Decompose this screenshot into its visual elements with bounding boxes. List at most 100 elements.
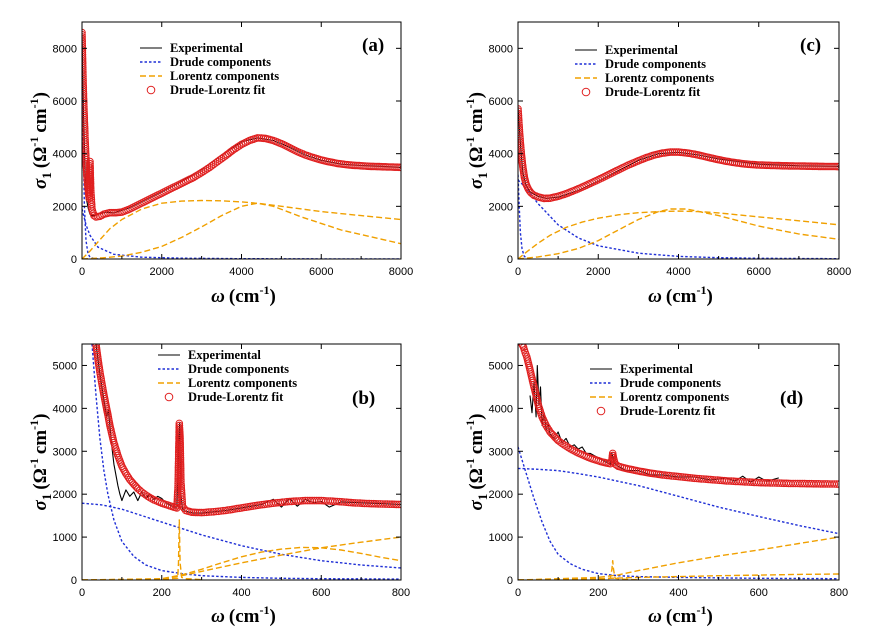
fit-point (178, 500, 187, 508)
x-tick-label: 600 (312, 587, 330, 599)
fit-point (799, 162, 807, 170)
fit-point (803, 162, 811, 170)
x-tick-label: 8000 (389, 266, 413, 278)
legend-entry: Lorentz components (188, 376, 297, 390)
fit-point (763, 161, 771, 170)
fit-point (560, 441, 568, 449)
fit-point (791, 162, 799, 170)
fit-point (202, 508, 211, 517)
fit-point (106, 208, 114, 217)
panel-label: (b) (352, 388, 375, 409)
y-tick-label: 6000 (53, 96, 77, 108)
fit-point (558, 439, 566, 448)
drude-line (91, 344, 401, 580)
fit-point (821, 162, 829, 171)
y-axis-label: σ1(Ω-1cm-1) (463, 92, 490, 189)
y-tick-label: 8000 (489, 43, 513, 55)
plot-area (518, 344, 839, 580)
fit-point (214, 507, 223, 516)
fit-point (121, 468, 129, 476)
legend-entry: Drude components (620, 376, 721, 390)
y-tick-label: 2000 (489, 489, 513, 501)
fit-point (178, 497, 186, 506)
x-tick-label: 0 (515, 266, 521, 278)
fit-point (110, 208, 118, 217)
y-tick-label: 8000 (53, 43, 77, 55)
fit-point (830, 480, 839, 488)
x-tick-label: 800 (392, 587, 410, 599)
panel-c: 0 2000 4000 6000 8000 0 2000 4000 6000 8000 (c) Exp… (463, 21, 851, 307)
fit-point (781, 162, 789, 170)
fit-point (229, 145, 238, 154)
fit-point (397, 500, 401, 509)
fit-point (835, 162, 839, 171)
legend-entry: Drude components (170, 55, 271, 69)
fit-point (562, 442, 570, 450)
legend-entry: Drude components (605, 57, 706, 71)
panel-label: (d) (780, 388, 803, 409)
x-tick-label: 0 (79, 587, 85, 599)
lorentz-line (518, 210, 839, 259)
legend-entry: Lorentz components (170, 69, 279, 83)
x-tick-label: 2000 (150, 266, 174, 278)
fit-point (757, 161, 765, 169)
lorentz-line (518, 208, 839, 259)
panel-label: (a) (362, 35, 384, 56)
fit-point (193, 171, 202, 179)
x-tick-label: 4000 (229, 266, 253, 278)
drude-line (82, 502, 401, 569)
fit-point (235, 142, 244, 150)
y-tick-label: 0 (71, 254, 77, 266)
plot-area (518, 105, 839, 259)
legend-entry: Experimental (170, 41, 243, 55)
y-tick-label: 5000 (489, 360, 513, 372)
experimental-line (518, 106, 839, 199)
legend-entry: Experimental (188, 348, 261, 362)
fit-point (394, 500, 401, 509)
fit-point (397, 163, 401, 172)
fit-point (823, 162, 831, 171)
fit-point (191, 172, 200, 180)
x-tick-label: 800 (830, 587, 848, 599)
fit-point (217, 507, 225, 515)
fit-point (670, 148, 679, 156)
fit-point (90, 211, 98, 220)
fit-point (122, 469, 130, 478)
y-tick-label: 4000 (53, 403, 77, 415)
x-tick-label: 0 (79, 266, 85, 278)
fit-point (209, 508, 218, 516)
x-tick-label: 2000 (586, 266, 610, 278)
panel-a: 0 2000 4000 6000 8000 0 2000 4000 6000 8000 (a) Exp… (27, 21, 413, 307)
panel-d: 0 200 400 600 800 0 1000 2000 3000 4000 5000 (d) Exp… (463, 343, 848, 627)
y-tick-label: 3000 (53, 446, 77, 458)
fit-point (832, 480, 839, 488)
fit-point (82, 28, 86, 37)
panel-label: (c) (800, 35, 821, 56)
fit-point (197, 508, 206, 517)
lorentz-line (82, 546, 401, 580)
fit-point (672, 148, 681, 156)
y-tick-label: 2000 (53, 489, 77, 501)
legend-marker (164, 392, 174, 402)
legend-entry: Experimental (620, 362, 693, 376)
fit-point (385, 163, 393, 171)
y-tick-label: 5000 (53, 360, 77, 372)
legend-entry: Lorentz components (620, 390, 729, 404)
fit-point (392, 500, 401, 509)
x-tick-label: 400 (232, 587, 250, 599)
lorentz-line (82, 536, 401, 580)
fit-point (779, 162, 787, 170)
fit-point (142, 491, 150, 499)
legend-marker (581, 87, 591, 97)
y-tick-label: 0 (507, 575, 513, 587)
x-axis-label: ω (cm-1) (648, 283, 713, 307)
fit-point (200, 508, 208, 517)
fit-point (189, 173, 198, 182)
fit-point (811, 162, 819, 171)
x-tick-label: 0 (515, 587, 521, 599)
